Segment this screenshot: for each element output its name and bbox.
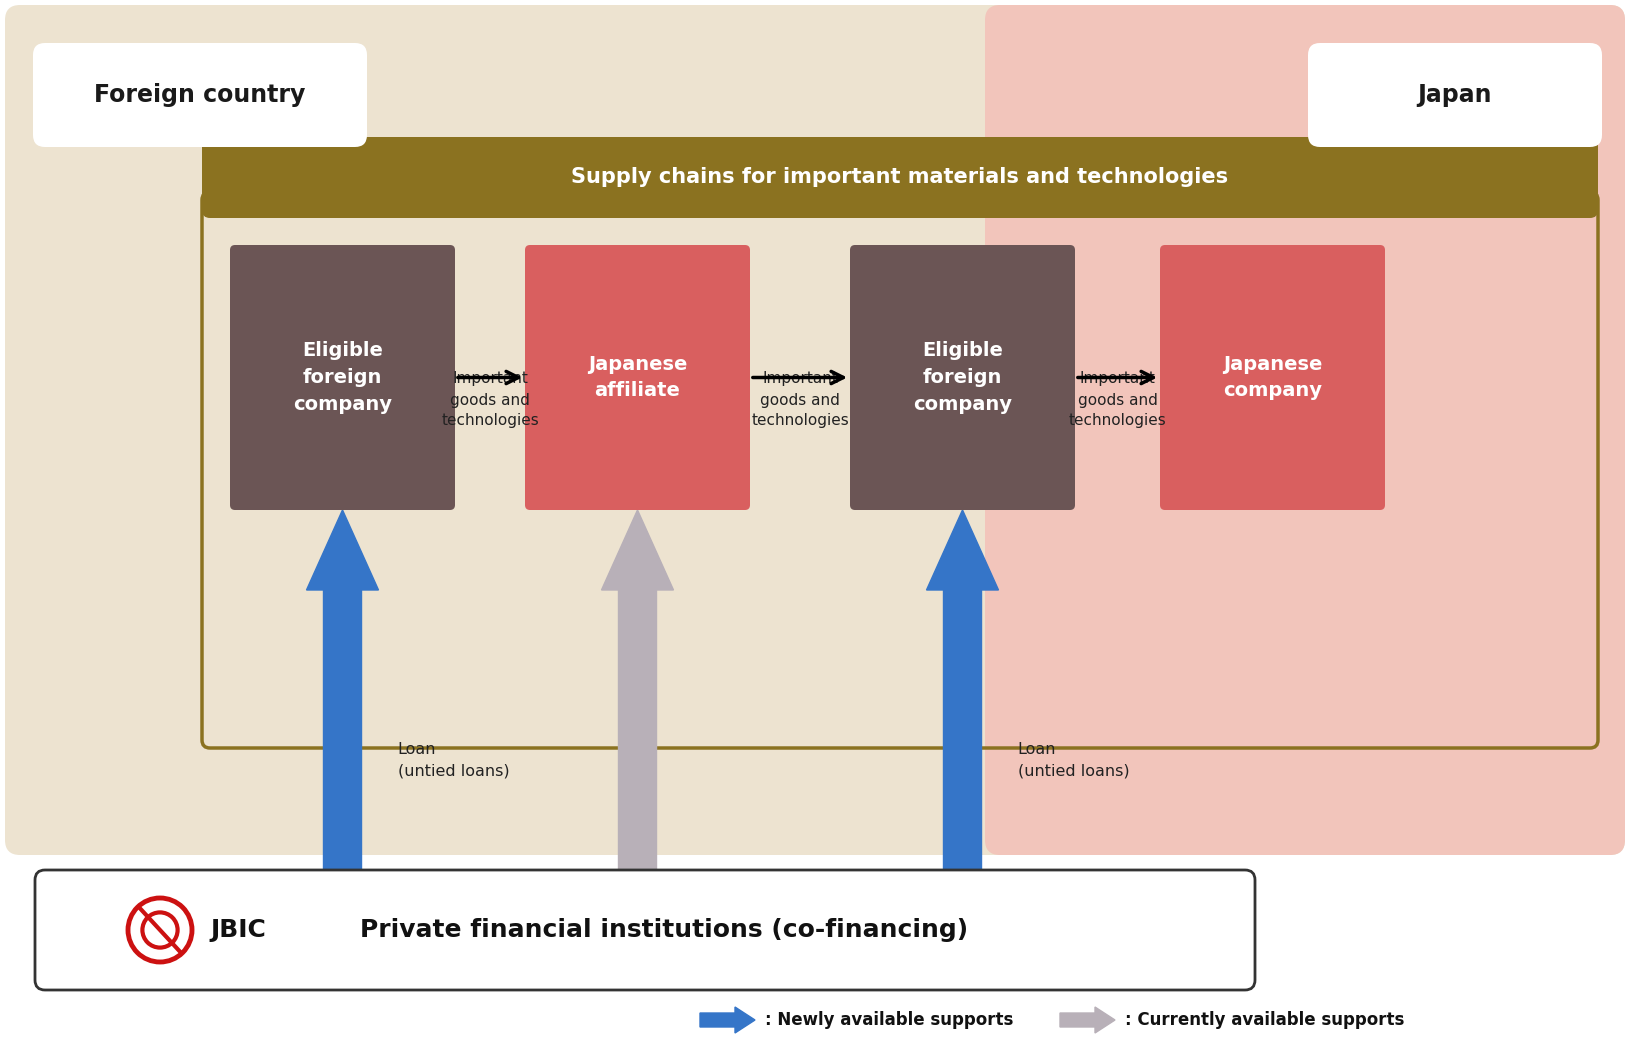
Text: Important
goods and
technologies: Important goods and technologies <box>751 371 848 429</box>
FancyArrow shape <box>601 510 674 880</box>
FancyBboxPatch shape <box>5 5 1625 856</box>
Text: Private financial institutions (co-financing): Private financial institutions (co-finan… <box>360 918 969 942</box>
FancyBboxPatch shape <box>34 870 1255 990</box>
Text: Eligible
foreign
company: Eligible foreign company <box>293 342 392 413</box>
Text: : Currently available supports: : Currently available supports <box>1125 1011 1405 1029</box>
FancyArrow shape <box>700 1007 755 1033</box>
FancyBboxPatch shape <box>524 245 751 510</box>
FancyArrow shape <box>1060 1007 1115 1033</box>
FancyBboxPatch shape <box>850 245 1074 510</box>
Text: Japan: Japan <box>1418 83 1493 107</box>
Text: Foreign country: Foreign country <box>94 83 306 107</box>
FancyArrow shape <box>926 510 998 880</box>
FancyBboxPatch shape <box>1161 245 1385 510</box>
Text: Supply chains for important materials and technologies: Supply chains for important materials an… <box>571 167 1229 187</box>
Text: Japanese
affiliate: Japanese affiliate <box>588 355 687 400</box>
FancyBboxPatch shape <box>230 245 454 510</box>
Text: Loan
(untied loans): Loan (untied loans) <box>1018 742 1130 778</box>
Text: Important
goods and
technologies: Important goods and technologies <box>1068 371 1166 429</box>
Text: Loan
(untied loans): Loan (untied loans) <box>397 742 510 778</box>
FancyBboxPatch shape <box>33 43 366 147</box>
FancyBboxPatch shape <box>1307 43 1602 147</box>
Text: Eligible
foreign
company: Eligible foreign company <box>913 342 1013 413</box>
Text: Important
goods and
technologies: Important goods and technologies <box>441 371 539 429</box>
Text: Japanese
company: Japanese company <box>1223 355 1322 400</box>
Text: JBIC: JBIC <box>210 918 265 942</box>
Text: : Newly available supports: : Newly available supports <box>765 1011 1013 1029</box>
FancyArrow shape <box>306 510 378 880</box>
FancyBboxPatch shape <box>985 5 1625 856</box>
FancyBboxPatch shape <box>202 137 1599 218</box>
